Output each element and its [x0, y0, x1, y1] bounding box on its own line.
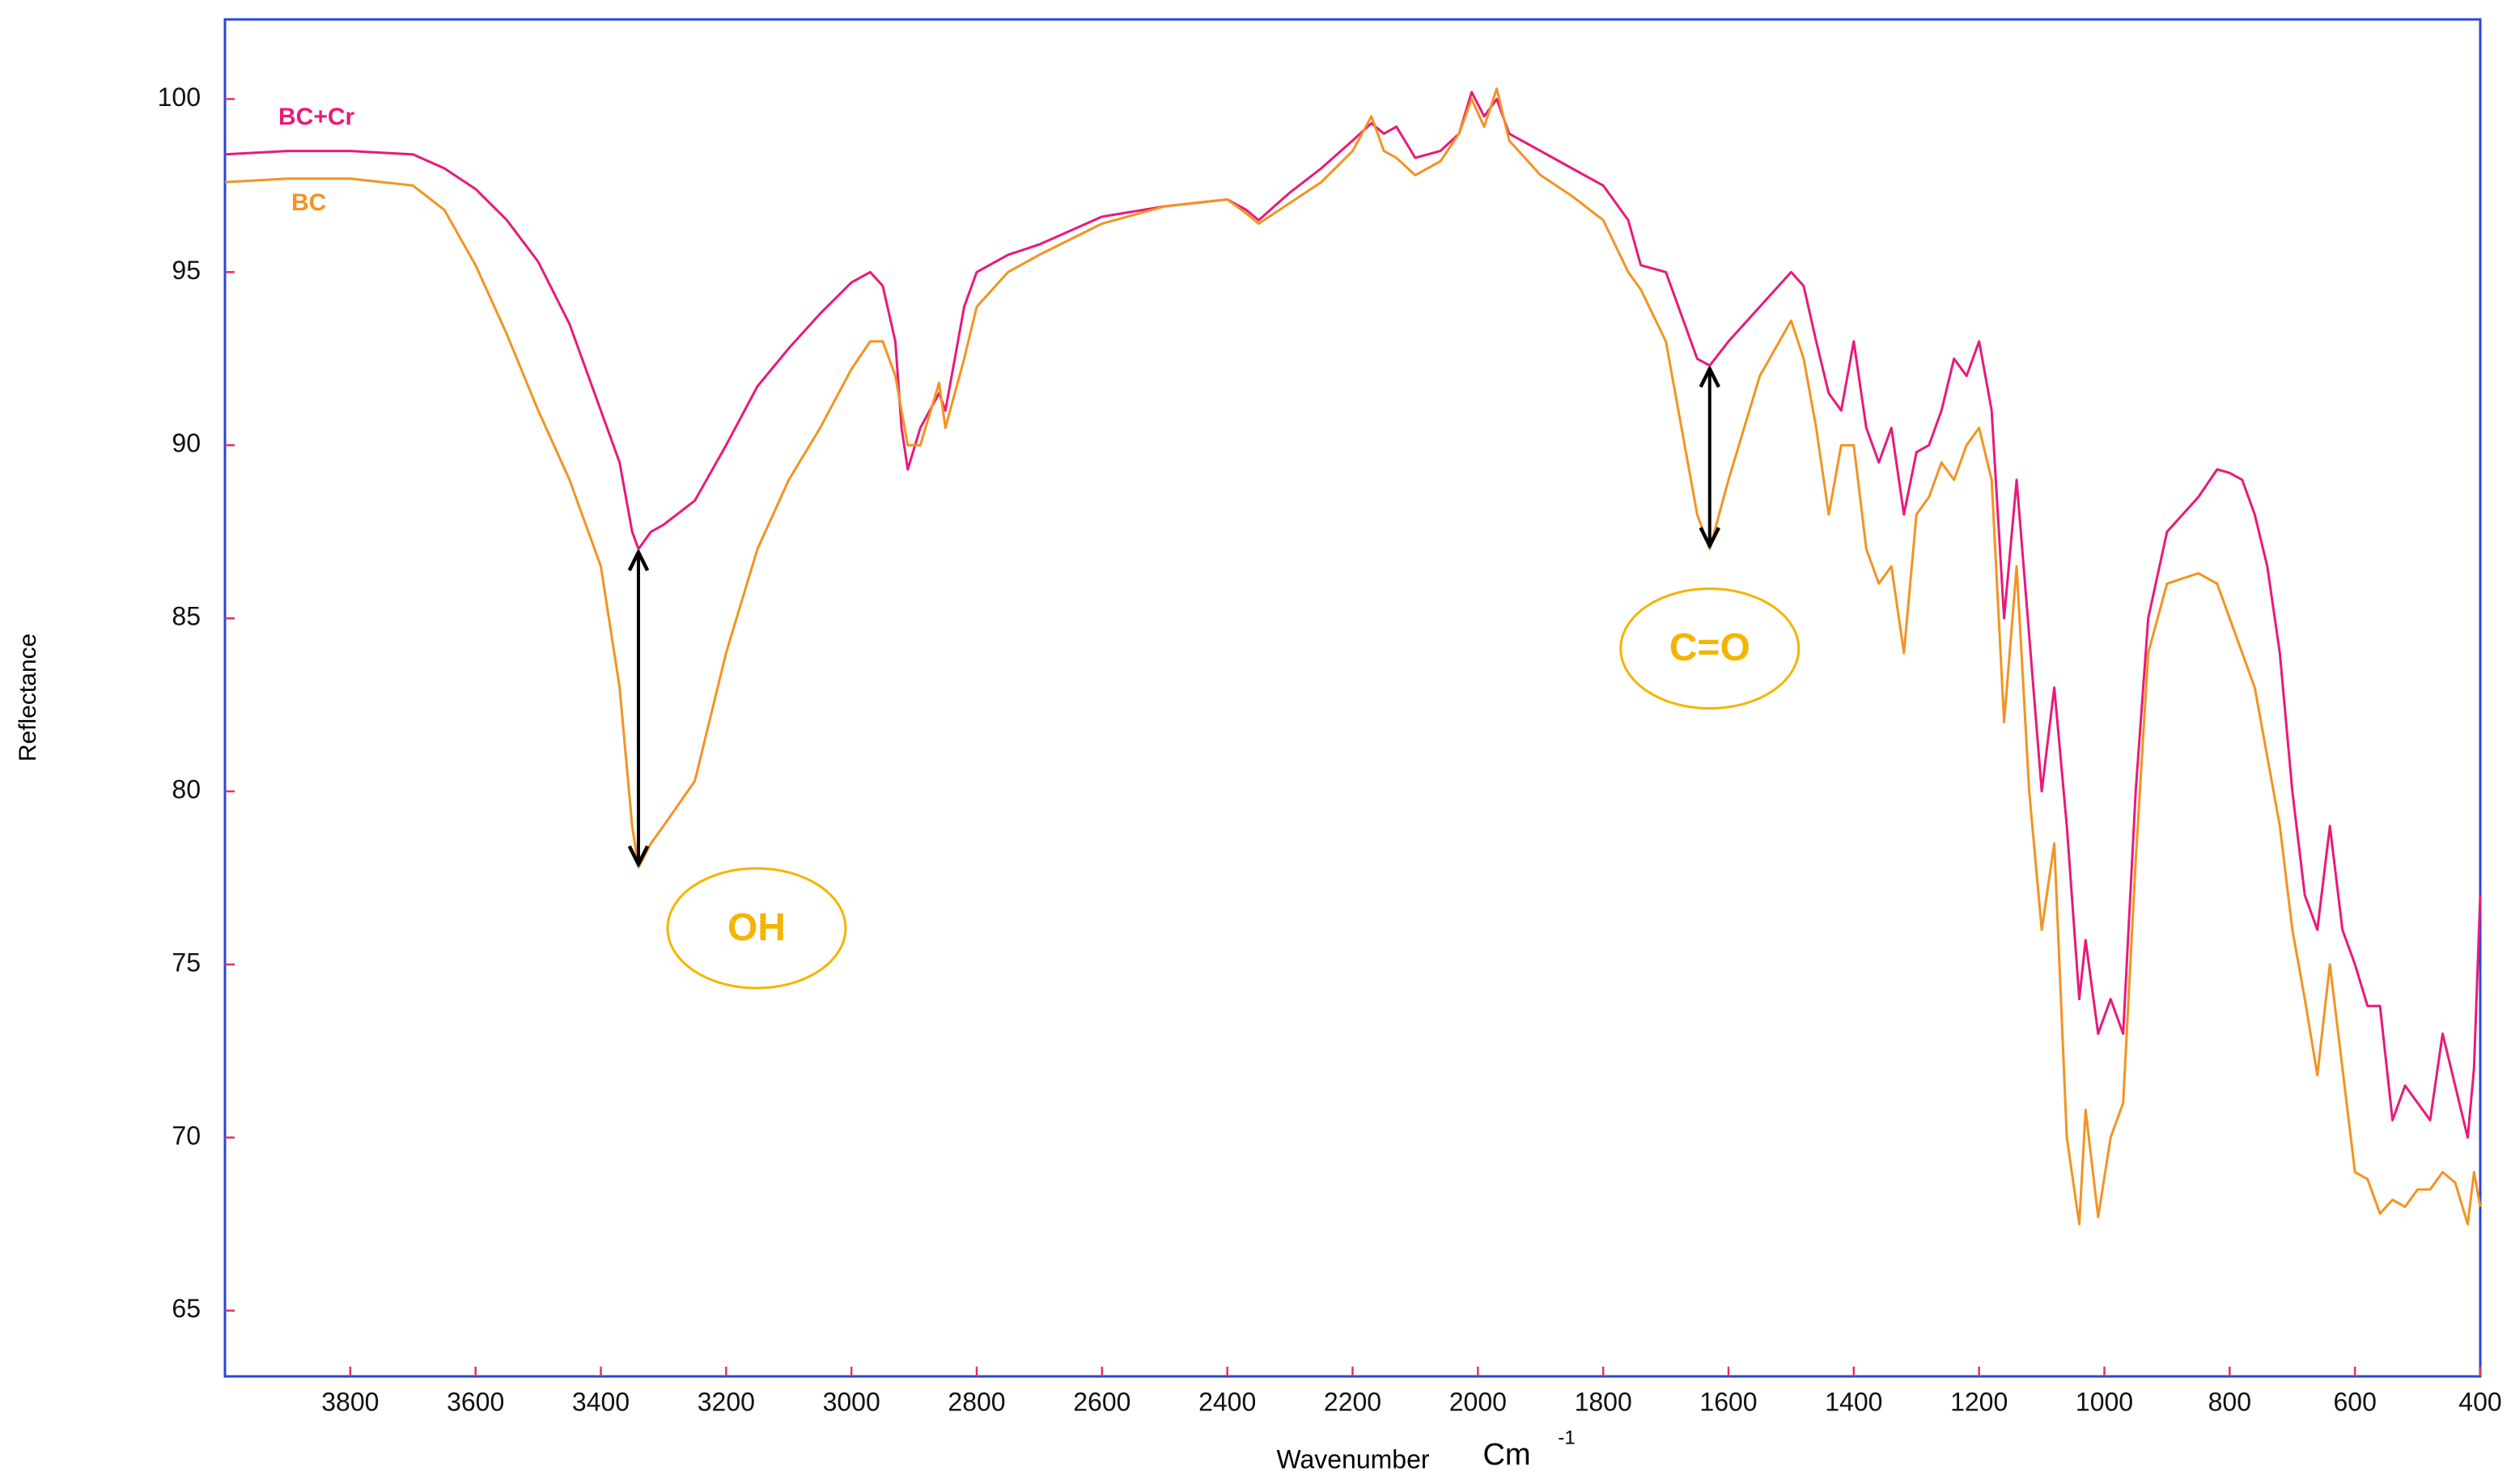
x-axis-label: Wavenumber: [1276, 1444, 1429, 1473]
series-line: [224, 87, 2482, 1226]
x-tick-label: 2200: [1324, 1387, 1381, 1416]
legend-label: BC+Cr: [278, 104, 355, 130]
x-tick-label: 2400: [1198, 1387, 1256, 1416]
series-line: [224, 91, 2482, 1139]
x-tick-label: 2000: [1449, 1387, 1507, 1416]
x-tick-label: 3200: [698, 1387, 755, 1416]
x-tick-label: 1800: [1575, 1387, 1632, 1416]
y-tick-label: 90: [172, 429, 201, 458]
x-tick-label: 3600: [447, 1387, 504, 1416]
y-tick-label: 70: [172, 1121, 201, 1150]
x-tick-label: 1000: [2076, 1387, 2133, 1416]
x-tick-label: 2800: [948, 1387, 1005, 1416]
y-tick-label: 80: [172, 774, 201, 803]
annotation-ellipse: [1619, 587, 1801, 710]
legend-label: BC: [291, 189, 326, 216]
annotation-label: C=O: [1669, 626, 1750, 669]
x-tick-label: 800: [2208, 1387, 2251, 1416]
x-axis-unit-exponent: -1: [1558, 1427, 1575, 1448]
y-tick-label: 65: [172, 1294, 201, 1323]
y-tick-label: 85: [172, 602, 201, 631]
y-axis-label: Reflectance: [15, 634, 41, 761]
x-tick-label: 1200: [1950, 1387, 2008, 1416]
x-tick-label: 400: [2458, 1387, 2501, 1416]
x-tick-label: 3800: [321, 1387, 379, 1416]
x-tick-label: 3400: [572, 1387, 630, 1416]
x-tick-label: 1400: [1825, 1387, 1882, 1416]
x-tick-label: 1600: [1699, 1387, 1757, 1416]
annotation-label: OH: [727, 906, 786, 949]
y-tick-label: 75: [172, 948, 201, 977]
x-tick-label: 2600: [1073, 1387, 1130, 1416]
annotation-ellipse: [666, 867, 847, 990]
y-tick-label: 100: [158, 83, 201, 112]
x-tick-label: 600: [2333, 1387, 2376, 1416]
x-axis-unit: Cm: [1482, 1438, 1530, 1472]
y-tick-label: 95: [172, 256, 201, 285]
x-tick-label: 3000: [823, 1387, 880, 1416]
